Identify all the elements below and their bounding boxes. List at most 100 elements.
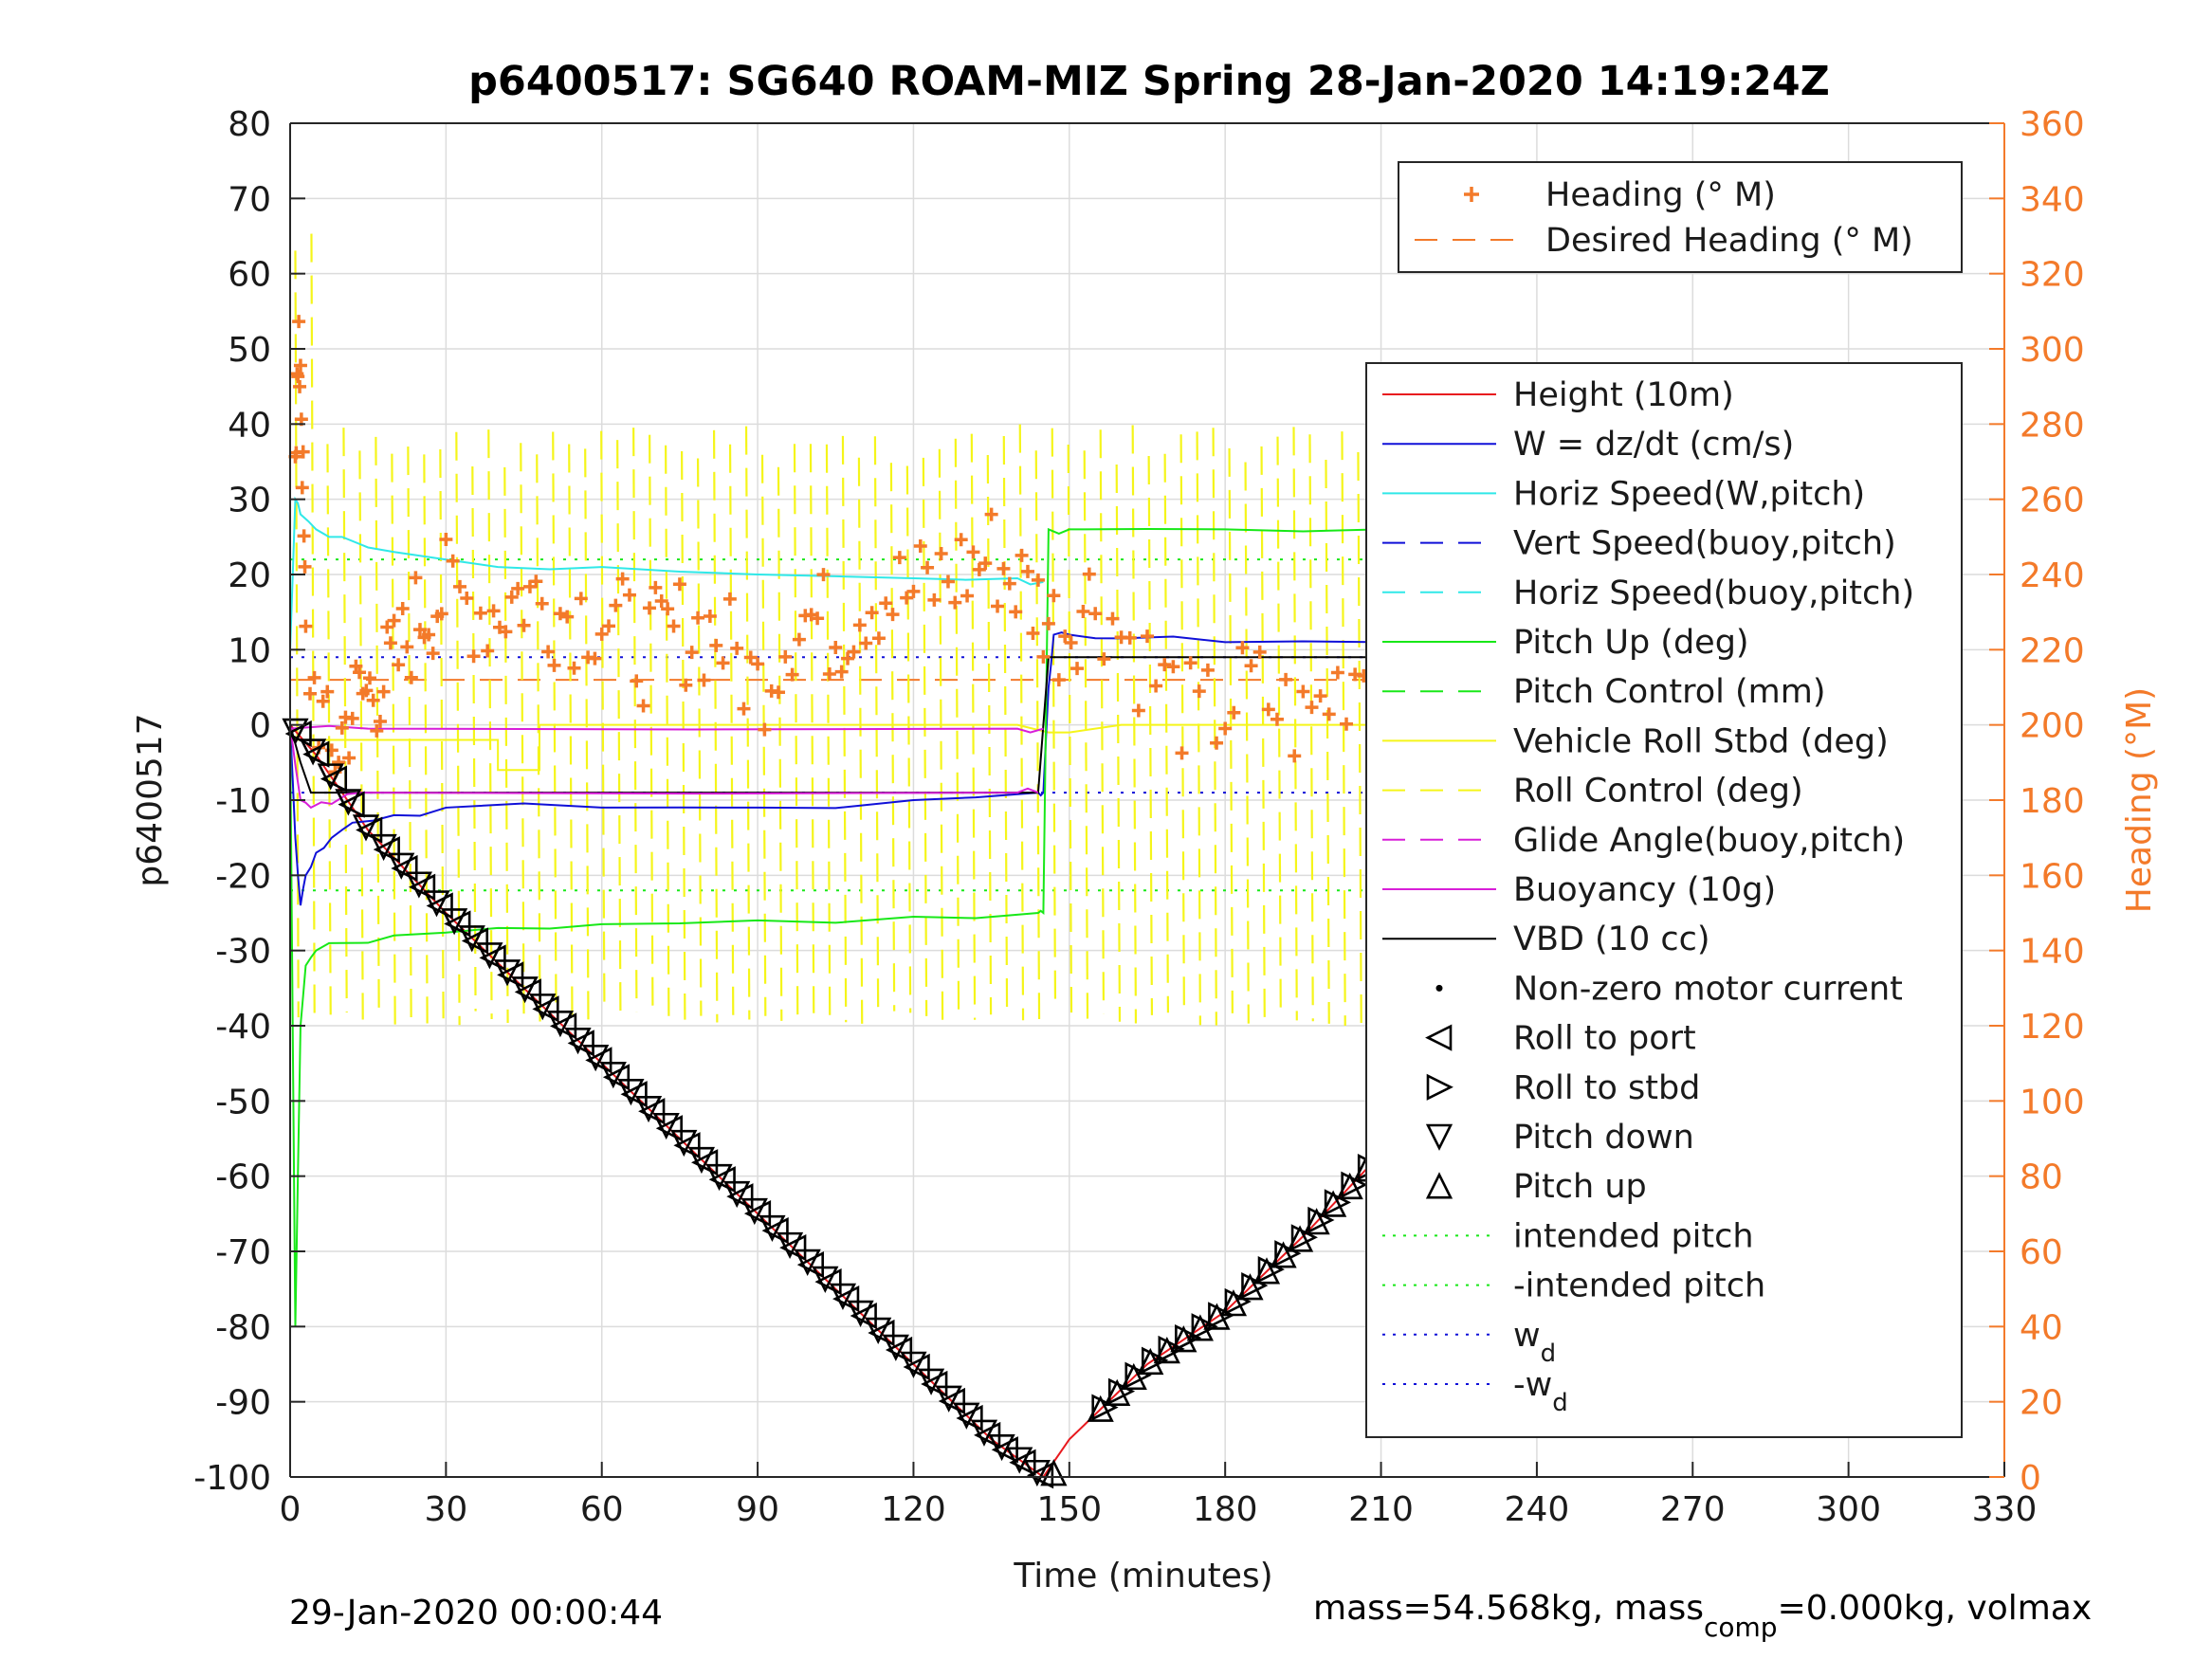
heading-marker xyxy=(412,623,427,637)
y2-axis-label: Heading (°M) xyxy=(2120,687,2159,913)
heading-marker xyxy=(822,667,836,682)
roll-stbd-marker xyxy=(1257,1256,1285,1284)
pitch-down-marker xyxy=(988,1433,1015,1462)
roll-stbd-marker xyxy=(1324,1189,1352,1216)
pitch-down-marker xyxy=(970,1419,998,1447)
roll-stbd-marker xyxy=(1290,1224,1318,1251)
x-tick-label: 90 xyxy=(736,1490,779,1529)
y-tick-label: 10 xyxy=(228,631,271,670)
x-tick-label: 120 xyxy=(881,1490,946,1529)
pitch-down-marker xyxy=(370,833,397,862)
legend-swatch xyxy=(1425,1123,1453,1151)
roll-segment xyxy=(1163,453,1170,1013)
heading-marker xyxy=(434,607,448,621)
legend-label: Pitch up xyxy=(1513,1168,1647,1206)
heading-marker xyxy=(1088,607,1103,621)
roll-segment xyxy=(1099,429,1106,1014)
roll-port-marker xyxy=(832,1285,860,1313)
heading-marker xyxy=(927,592,941,607)
legend-label: Vert Speed(buoy,pitch) xyxy=(1513,525,1896,563)
x-tick-label: 150 xyxy=(1036,1490,1102,1529)
legend-label: Non-zero motor current xyxy=(1513,970,1903,1008)
legend-label-sub: d xyxy=(1541,1340,1557,1368)
pitch-down-marker xyxy=(352,814,380,842)
y2-tick-label: 0 xyxy=(2020,1459,2041,1498)
roll-stbd-marker xyxy=(1191,1313,1218,1340)
y-tick-label: 50 xyxy=(228,331,271,370)
y-tick-label: 30 xyxy=(228,482,271,520)
pitch-down-marker xyxy=(582,1045,610,1072)
heading-marker xyxy=(751,657,765,671)
heading-marker xyxy=(517,618,531,632)
heading-marker xyxy=(473,606,487,620)
pitch-down-marker xyxy=(634,1095,663,1123)
y-tick-label: -70 xyxy=(215,1233,271,1272)
roll-segment xyxy=(1018,424,1025,1021)
heading-marker xyxy=(404,670,418,684)
y2-tick-label: 300 xyxy=(2020,331,2085,370)
y2-tick-label: 60 xyxy=(2020,1233,2063,1272)
chart-title: p6400517: SG640 ROAM-MIZ Spring 28-Jan-2… xyxy=(468,58,1830,105)
x-tick-label: 30 xyxy=(424,1490,467,1529)
pitch-down-marker xyxy=(740,1197,768,1226)
y2-tick-label: 240 xyxy=(2020,556,2085,595)
roll-segment xyxy=(600,430,606,1014)
roll-port-marker xyxy=(956,1404,983,1432)
footer-mass: mass=54.568kg, masscomp=0.000kg, volmax xyxy=(1313,1589,2092,1643)
pitch-down-marker xyxy=(529,994,557,1021)
roll-stbd-marker xyxy=(1175,1323,1202,1352)
heading-marker xyxy=(409,571,423,585)
legend-heading: Heading (° M) Desired Heading (° M) xyxy=(1398,161,1963,273)
y-tick-label: -80 xyxy=(215,1308,271,1347)
heading-marker xyxy=(960,589,975,603)
roll-segment xyxy=(954,438,960,1021)
roll-segment xyxy=(857,457,864,1024)
legend-label: Vehicle Roll Stbd (deg) xyxy=(1513,722,1889,760)
roll-port-marker xyxy=(921,1370,948,1398)
heading-marker xyxy=(529,574,543,589)
heading-marker xyxy=(1279,672,1293,686)
roll-port-marker xyxy=(567,1030,594,1057)
legend-label: -intended pitch xyxy=(1513,1267,1765,1305)
heading-marker xyxy=(654,593,668,608)
heading-marker xyxy=(486,604,501,618)
heading-marker xyxy=(297,529,311,543)
heading-marker xyxy=(293,379,307,393)
heading-marker xyxy=(1200,663,1215,677)
x-axis-label: Time (minutes) xyxy=(1013,1557,1272,1595)
heading-marker xyxy=(320,684,335,699)
heading-marker xyxy=(594,627,609,641)
roll-port-marker xyxy=(373,836,400,864)
pitch-down-marker xyxy=(847,1300,874,1327)
y-tick-label: 60 xyxy=(228,256,271,295)
heading-marker xyxy=(292,315,306,329)
roll-port-marker xyxy=(602,1064,631,1091)
heading-marker xyxy=(730,641,744,655)
y2-tick-label: 20 xyxy=(2020,1384,2063,1423)
pitch-down-marker xyxy=(1006,1447,1033,1474)
y2-tick-label: 160 xyxy=(2020,857,2085,896)
roll-port-marker xyxy=(1026,1462,1054,1489)
heading-marker xyxy=(1051,673,1066,687)
roll-port-marker xyxy=(655,1115,683,1142)
heading-marker xyxy=(978,556,993,571)
roll-segment xyxy=(487,429,493,1019)
heading-marker xyxy=(1031,573,1045,587)
heading-marker xyxy=(1244,659,1258,673)
heading-marker xyxy=(547,658,561,672)
roll-port-marker xyxy=(885,1336,913,1364)
heading-marker xyxy=(934,547,948,561)
pitch-up-marker xyxy=(1040,1459,1068,1486)
roll-segment xyxy=(777,466,783,1021)
heading-marker xyxy=(1330,665,1344,680)
heading-marker xyxy=(948,595,962,610)
roll-port-marker xyxy=(814,1267,842,1296)
heading-marker xyxy=(373,715,387,729)
roll-segment xyxy=(1115,464,1122,1022)
y-tick-label: -10 xyxy=(215,782,271,821)
y-tick-label: 70 xyxy=(228,180,271,219)
roll-segment xyxy=(326,444,332,1018)
heading-marker xyxy=(560,610,575,624)
pitch-down-marker xyxy=(493,959,521,987)
heading-marker xyxy=(642,601,656,615)
